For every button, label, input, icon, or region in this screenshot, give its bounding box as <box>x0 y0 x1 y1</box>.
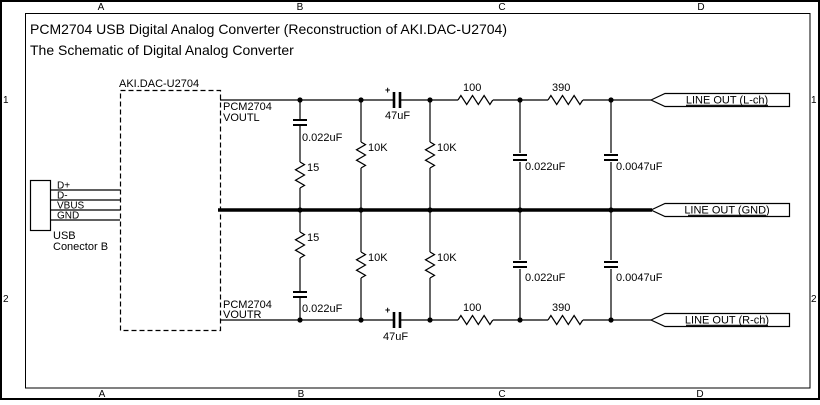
schematic-subtitle: The Schematic of Digital Analog Converte… <box>30 42 294 58</box>
lineout-gnd-tag <box>649 202 791 218</box>
lineout-lch-tag <box>649 92 791 108</box>
sheet-inner-border <box>25 13 811 389</box>
resistor-15-right-value: 15 <box>307 232 319 244</box>
grid-label-top-d: D <box>697 2 704 13</box>
cap-0047-left-value: 0.0047uF <box>616 161 663 173</box>
grid-label-bottom-d: D <box>696 389 703 400</box>
resistor-100-left <box>457 94 494 106</box>
cap-022-right-zobel-value: 0.022uF <box>302 303 343 315</box>
cap-47uf-right-value: 47uF <box>383 331 408 343</box>
grid-label-top-a: A <box>98 2 105 13</box>
cap-0047-right-value: 0.0047uF <box>616 272 663 284</box>
grid-label-top-b: B <box>297 2 304 13</box>
dac-module-outline <box>119 89 222 332</box>
resistor-10k-right-1-value: 10K <box>368 252 388 264</box>
lineout-rch-tag <box>649 312 791 328</box>
grid-label-top-c: C <box>498 2 505 13</box>
cap-022-left-zobel-value: 0.022uF <box>302 132 343 144</box>
lineout-rch-label: LINE OUT (R-ch) <box>685 315 769 327</box>
usb-pin-label-dplus: D+ <box>57 181 70 192</box>
cap-022-right-filter-value: 0.022uF <box>525 272 566 284</box>
grid-label-right-1: 1 <box>811 95 817 106</box>
cap-022-left-filter-value: 0.022uF <box>525 161 566 173</box>
dac-module-label: AKI.DAC-U2704 <box>119 78 199 90</box>
resistor-100-right-value: 100 <box>463 302 481 314</box>
dac-voutr-chip-label: PCM2704 <box>223 299 272 311</box>
usb-pin-label-gnd: GND <box>57 211 79 222</box>
resistor-390-left <box>547 94 584 106</box>
resistor-10k-right-2-value: 10K <box>437 252 457 264</box>
junction-dots <box>297 97 614 323</box>
resistor-15-right <box>294 231 306 259</box>
usb-connector-name-line2: Conector B <box>53 241 108 253</box>
usb-connector-body <box>29 179 52 232</box>
resistor-10k-left-2-value: 10K <box>437 142 457 154</box>
lineout-lch-label: LINE OUT (L-ch) <box>686 95 768 107</box>
resistor-100-left-value: 100 <box>463 82 481 94</box>
resistor-100-right <box>457 314 494 326</box>
usb-pin-label-vbus: VBUS <box>57 201 85 212</box>
grid-label-left-2: 2 <box>3 294 9 305</box>
resistor-10k-left-2 <box>424 141 436 169</box>
cap-47uf-left-value: 47uF <box>385 110 410 122</box>
dac-voutl-chip-label: PCM2704 <box>223 101 272 113</box>
resistor-10k-left-1-value: 10K <box>368 142 388 154</box>
dac-voutl-pin-label: VOUTL <box>223 112 260 124</box>
resistor-15-left-value: 15 <box>307 162 319 174</box>
grid-label-bottom-b: B <box>298 389 305 400</box>
resistor-10k-right-1 <box>355 251 367 279</box>
cap-47uf-right-polarity: + <box>385 305 390 315</box>
resistor-390-right-value: 390 <box>552 302 570 314</box>
grid-label-bottom-a: A <box>99 389 106 400</box>
resistor-15-left <box>294 161 306 189</box>
resistor-390-left-value: 390 <box>552 82 570 94</box>
resistor-390-right <box>547 314 584 326</box>
grid-label-right-2: 2 <box>811 294 817 305</box>
cap-47uf-left-polarity: + <box>385 85 390 95</box>
usb-connector-name-line1: USB <box>53 230 76 242</box>
usb-pin-label-dminus: D- <box>57 191 68 202</box>
resistor-10k-right-2 <box>424 251 436 279</box>
resistor-10k-left-1 <box>355 141 367 169</box>
dac-voutr-pin-label: VOUTR <box>223 309 262 321</box>
grid-label-bottom-c: C <box>498 389 505 400</box>
grid-label-left-1: 1 <box>3 95 9 106</box>
schematic-title: PCM2704 USB Digital Analog Converter (Re… <box>30 21 507 37</box>
lineout-gnd-label: LINE OUT (GND) <box>684 205 769 217</box>
